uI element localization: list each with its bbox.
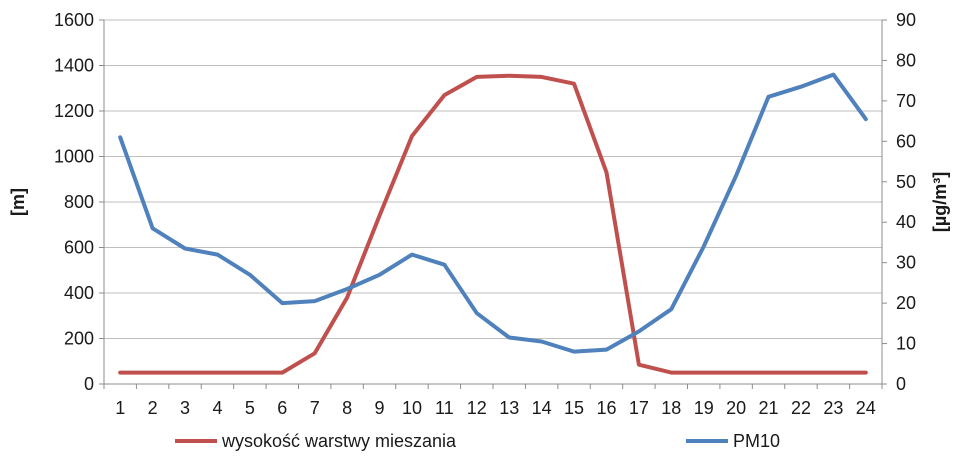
x-tick-label: 10 <box>402 398 422 418</box>
series-lines <box>118 72 868 375</box>
left-y-tick-label: 600 <box>64 238 94 258</box>
right-y-tick-label: 70 <box>896 91 916 111</box>
legend-label-pm10: PM10 <box>733 431 780 451</box>
x-axis-ticks: 1 2 3 4 5 6 7 8 9 10 11 12 13 14 15 16 17 18 19 20 21 22 23 24 <box>103 384 883 418</box>
left-y-tick-label: 1400 <box>54 56 94 76</box>
left-y-tick-label: 1000 <box>54 147 94 167</box>
x-tick-label: 21 <box>759 398 779 418</box>
x-tick-label: 22 <box>791 398 811 418</box>
right-y-tick-label: 30 <box>896 253 916 273</box>
right-y-tick-label: 20 <box>896 293 916 313</box>
x-tick-label: 18 <box>661 398 681 418</box>
x-tick-label: 20 <box>726 398 746 418</box>
x-tick-label: 7 <box>310 398 320 418</box>
right-y-axis-label: [µg/m³] <box>930 172 950 232</box>
left-y-tick-label: 800 <box>64 192 94 212</box>
x-tick-label: 15 <box>564 398 584 418</box>
x-tick-label: 4 <box>212 398 222 418</box>
left-y-tick-label: 0 <box>84 374 94 394</box>
gridlines <box>104 19 882 339</box>
x-tick-label: 12 <box>467 398 487 418</box>
x-tick-label: 1 <box>115 398 125 418</box>
left-y-tick-label: 400 <box>64 283 94 303</box>
x-tick-label: 9 <box>375 398 385 418</box>
x-tick-label: 24 <box>856 398 876 418</box>
left-y-tick-label: 1200 <box>54 101 94 121</box>
right-y-tick-label: 90 <box>896 10 916 30</box>
series-line-mixing-height <box>118 73 868 375</box>
left-y-axis-label: [m] <box>8 188 28 216</box>
x-tick-label: 17 <box>629 398 649 418</box>
legend-label-mixing-height: wysokość warstwy mieszania <box>221 431 457 451</box>
left-y-tick-label: 1600 <box>54 10 94 30</box>
series-line-pm10 <box>118 72 868 354</box>
x-tick-label: 5 <box>245 398 255 418</box>
x-tick-label: 3 <box>180 398 190 418</box>
legend: wysokość warstwy mieszania PM10 <box>175 431 780 451</box>
right-y-tick-label: 80 <box>896 50 916 70</box>
x-tick-label: 2 <box>148 398 158 418</box>
left-y-axis-ticks: 0 200 400 600 800 1000 1200 1400 1600 <box>54 10 104 394</box>
x-tick-label: 6 <box>277 398 287 418</box>
right-y-tick-label: 50 <box>896 172 916 192</box>
x-tick-label: 19 <box>694 398 714 418</box>
x-tick-label: 23 <box>823 398 843 418</box>
x-tick-label: 13 <box>499 398 519 418</box>
x-tick-label: 14 <box>532 398 552 418</box>
right-y-tick-label: 40 <box>896 212 916 232</box>
right-y-axis-ticks: 0 10 20 30 40 50 60 70 80 90 <box>882 10 916 394</box>
right-y-tick-label: 0 <box>896 374 906 394</box>
x-tick-label: 11 <box>435 398 454 418</box>
x-tick-label: 8 <box>342 398 352 418</box>
right-y-tick-label: 60 <box>896 131 916 151</box>
x-tick-label: 16 <box>596 398 616 418</box>
right-y-tick-label: 10 <box>896 334 916 354</box>
left-y-tick-label: 200 <box>64 329 94 349</box>
